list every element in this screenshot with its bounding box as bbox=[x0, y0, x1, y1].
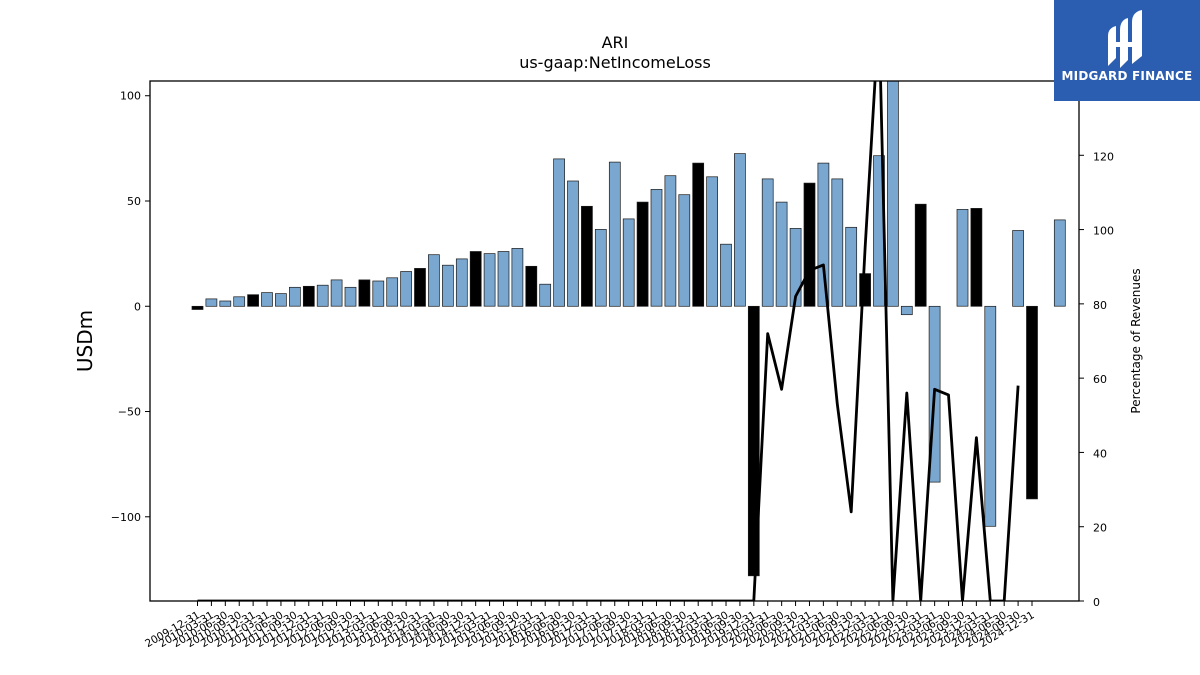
bar-2009-12-31 bbox=[191, 305, 204, 310]
bar-2015-12-31 bbox=[525, 265, 538, 307]
bar-2020-12-31 bbox=[803, 182, 816, 307]
bar-2014-06-30 bbox=[442, 264, 454, 307]
bar- bbox=[1053, 219, 1066, 307]
bar-2018-03-31 bbox=[650, 189, 663, 307]
bar-2010-09-30 bbox=[233, 296, 246, 307]
y2-tick-label: 80 bbox=[1093, 299, 1107, 312]
y-axis-label: USDm bbox=[73, 310, 97, 372]
bar-2020-06-30 bbox=[775, 201, 788, 307]
bar-2012-03-31 bbox=[316, 284, 329, 307]
bar-2012-12-31 bbox=[358, 279, 371, 307]
bar-2011-03-31 bbox=[261, 292, 273, 307]
bar-2017-03-31 bbox=[594, 229, 607, 307]
bar-2018-12-31 bbox=[692, 162, 705, 307]
bar-2024-09-30 bbox=[1012, 230, 1024, 307]
bar-2019-09-30 bbox=[734, 153, 746, 307]
bar-2017-12-31 bbox=[636, 201, 649, 307]
y2-tick-label: 120 bbox=[1093, 150, 1114, 163]
y-tick-label: 0 bbox=[134, 300, 141, 313]
bar-2020-09-30 bbox=[789, 228, 802, 307]
y2-tick-label: 0 bbox=[1093, 596, 1100, 609]
bar-2016-06-30 bbox=[553, 158, 565, 307]
bar-2014-12-31 bbox=[469, 251, 482, 307]
bar-2021-03-31 bbox=[817, 162, 830, 307]
bar-2019-03-31 bbox=[706, 176, 718, 307]
bar-2017-06-30 bbox=[608, 161, 621, 307]
bar-2010-12-31 bbox=[247, 294, 259, 307]
bar-2012-06-30 bbox=[330, 279, 343, 307]
bar-2023-09-30 bbox=[956, 209, 969, 307]
bar-2017-09-30 bbox=[622, 218, 635, 307]
y-tick-label: 100 bbox=[120, 90, 141, 103]
bar-2014-09-30 bbox=[455, 258, 468, 307]
bar-2016-03-31 bbox=[539, 283, 552, 307]
y-tick-label: −50 bbox=[118, 406, 141, 419]
bar-2011-06-30 bbox=[275, 293, 287, 307]
bar-2022-12-31 bbox=[914, 203, 927, 307]
bar-2018-06-30 bbox=[664, 175, 677, 307]
bar-2014-03-31 bbox=[428, 254, 440, 307]
bar-2019-06-30 bbox=[720, 243, 732, 307]
y2-axis-label: Percentage of Revenues bbox=[1129, 268, 1143, 413]
bar-2021-09-30 bbox=[845, 226, 858, 307]
chart-subtitle: us-gaap:NetIncomeLoss bbox=[519, 53, 711, 72]
bar-2015-03-31 bbox=[483, 253, 496, 307]
line-percentage-of-revenues bbox=[197, 81, 1020, 601]
bar-2013-09-30 bbox=[400, 271, 412, 307]
bar-2021-06-30 bbox=[831, 178, 844, 307]
y2-tick-label: 40 bbox=[1093, 447, 1107, 460]
y2-tick-label: 20 bbox=[1093, 522, 1107, 535]
bar-2022-06-30 bbox=[887, 80, 899, 307]
bar-2013-12-31 bbox=[414, 268, 426, 307]
bar-2024-12-31 bbox=[1026, 305, 1038, 500]
bar-2012-09-30 bbox=[344, 286, 357, 307]
bar-2013-03-31 bbox=[372, 280, 385, 307]
midgard-finance-logo: MIDGARD FINANCE bbox=[1054, 0, 1200, 101]
bar-2011-09-30 bbox=[289, 286, 301, 307]
bar-2022-09-30 bbox=[900, 305, 913, 316]
chart-title: ARI bbox=[602, 33, 629, 52]
y-tick-label: 50 bbox=[127, 195, 141, 208]
logo-text: MIDGARD FINANCE bbox=[1061, 69, 1193, 83]
bar-2015-09-30 bbox=[511, 248, 524, 307]
y-tick-label: −100 bbox=[111, 511, 141, 524]
bar-2023-12-31 bbox=[970, 208, 983, 307]
y2-tick-label: 60 bbox=[1093, 373, 1107, 386]
bar-2016-09-30 bbox=[567, 180, 579, 307]
bar-2015-06-30 bbox=[497, 251, 510, 307]
bar-2013-06-30 bbox=[386, 277, 399, 307]
bar-2016-12-31 bbox=[581, 205, 593, 307]
bar-2024-03-31 bbox=[984, 305, 997, 527]
bar-2018-09-30 bbox=[678, 194, 691, 307]
bar-2010-03-31 bbox=[205, 298, 218, 307]
bar-2010-06-30 bbox=[219, 300, 232, 307]
midgard-logo-icon bbox=[1108, 10, 1142, 68]
bar-2020-03-31 bbox=[761, 178, 774, 307]
y2-tick-label: 100 bbox=[1093, 225, 1114, 238]
bar-2011-12-31 bbox=[302, 285, 315, 307]
